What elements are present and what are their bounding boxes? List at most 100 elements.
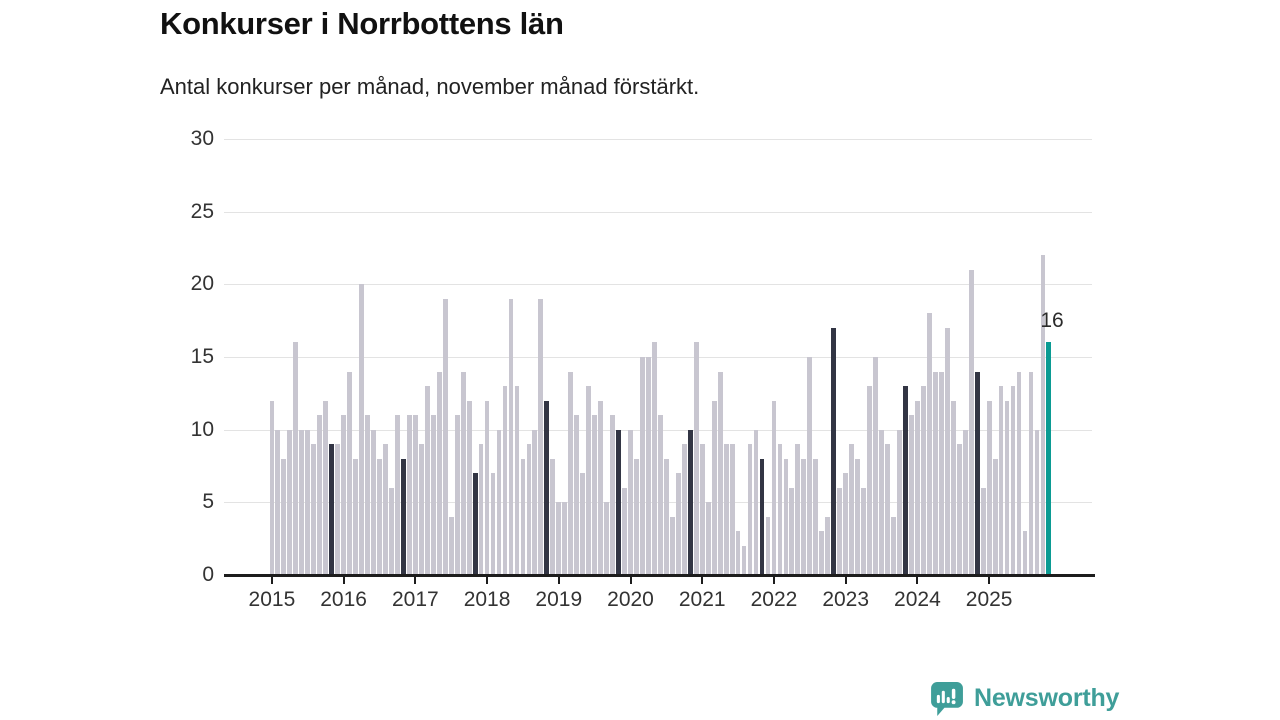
y-axis-tick-label: 0 (202, 563, 214, 586)
bar-2016-02 (347, 371, 352, 575)
bar-2015-06 (299, 429, 305, 575)
x-axis-year-label: 2024 (894, 588, 941, 611)
bar-2020-07 (663, 458, 669, 575)
bar-2016-03 (353, 458, 358, 575)
bar-2023-01 (843, 473, 849, 575)
bar-2016-05 (365, 415, 370, 575)
bar-2015-08 (311, 444, 317, 575)
bar-2020-08 (669, 516, 675, 575)
bar-2022-02 (777, 444, 783, 575)
bar-2018-10 (538, 298, 544, 575)
bar-2024-10 (968, 269, 974, 575)
x-axis-year-label: 2023 (822, 588, 870, 611)
bar-2020-11 (687, 429, 693, 575)
bar-2025-08 (1028, 371, 1034, 575)
bar-2019-07 (592, 415, 598, 575)
x-axis-line (224, 574, 1095, 577)
bar-2019-03 (568, 371, 574, 575)
x-axis-year-label: 2019 (535, 588, 583, 611)
bar-2025-04 (1004, 400, 1010, 575)
bar-2019-09 (604, 502, 609, 575)
bar-2015-02 (275, 429, 281, 575)
bar-2015-03 (281, 458, 287, 575)
bar-2024-05 (938, 371, 944, 575)
bar-2023-03 (855, 458, 861, 575)
bar-2022-01 (771, 400, 777, 575)
bar-2020-04 (646, 357, 651, 575)
bar-2017-12 (478, 444, 484, 575)
bar-2025-11 (1046, 342, 1052, 575)
bar-2024-11 (974, 371, 980, 575)
y-axis-tick-label: 5 (202, 490, 214, 514)
bar-2016-11 (400, 458, 406, 575)
bar-2022-09 (819, 531, 825, 575)
bar-2019-01 (556, 502, 562, 575)
bar-2025-07 (1022, 531, 1028, 575)
bar-2016-06 (371, 429, 376, 575)
x-axis-tick-2015 (270, 576, 273, 584)
bar-2024-06 (944, 327, 950, 575)
bar-2015-04 (287, 429, 293, 575)
bar-2025-10 (1040, 255, 1046, 575)
bar-2018-01 (484, 400, 490, 575)
bar-2018-04 (502, 386, 508, 575)
bar-2022-08 (813, 458, 819, 575)
bar-2019-06 (586, 386, 592, 575)
bar-2020-12 (693, 342, 699, 575)
bar-2023-05 (867, 386, 872, 575)
bar-2023-10 (897, 429, 902, 575)
bar-2016-07 (377, 458, 382, 575)
x-axis-tick-2023 (844, 576, 847, 584)
bar-2019-08 (598, 400, 604, 575)
chart-title: Konkurser i Norrbottens län (160, 6, 564, 41)
newsworthy-bubble-chart-icon (931, 682, 963, 716)
bar-2021-02 (705, 502, 711, 575)
bar-2020-03 (640, 357, 645, 575)
bar-2018-12 (550, 458, 556, 575)
bar-2018-11 (544, 400, 550, 575)
x-axis-tick-2017 (414, 576, 417, 584)
bar-2018-03 (496, 429, 502, 575)
bar-2024-04 (932, 371, 938, 575)
bar-2016-04 (359, 284, 364, 575)
chart-subtitle: Antal konkurser per månad, november måna… (160, 74, 700, 99)
bar-2015-01 (269, 400, 275, 575)
x-axis-tick-2024 (916, 576, 919, 584)
bar-2017-08 (454, 415, 460, 575)
bar-2021-12 (765, 516, 771, 575)
x-axis-year-label: 2020 (607, 588, 654, 611)
bar-2021-09 (747, 444, 753, 575)
bar-2017-02 (418, 444, 424, 575)
bar-2021-11 (759, 458, 765, 575)
gridline-y-15 (224, 357, 1092, 358)
newsworthy-logo-text: Newsworthy (974, 684, 1120, 712)
x-axis-year-label: 2025 (965, 588, 1013, 611)
x-axis-tick-2019 (557, 576, 560, 584)
y-axis-tick-label: 15 (190, 345, 214, 368)
bar-2017-03 (424, 386, 430, 575)
x-axis-year-label: 2021 (678, 588, 726, 611)
bar-2019-12 (622, 487, 627, 575)
bar-2016-10 (395, 415, 400, 575)
bar-2018-09 (532, 429, 538, 575)
gridline-y-20 (224, 284, 1092, 286)
bar-2023-12 (909, 415, 914, 575)
bar-2017-10 (466, 400, 472, 575)
bar-2025-09 (1034, 429, 1040, 575)
bar-2015-07 (305, 429, 311, 575)
bar-2017-05 (436, 371, 442, 575)
bar-2020-02 (634, 458, 639, 575)
bar-2024-09 (962, 429, 968, 575)
x-axis-year-label: 2022 (750, 588, 798, 611)
bar-2021-01 (699, 444, 705, 575)
bar-2015-09 (317, 415, 323, 575)
bar-2019-04 (574, 415, 580, 575)
bar-2017-01 (412, 415, 418, 575)
bar-2020-05 (652, 342, 657, 575)
x-axis-year-label: 2017 (391, 588, 439, 611)
bar-2022-10 (825, 516, 831, 575)
bar-2022-07 (807, 357, 813, 575)
bar-2018-05 (508, 298, 514, 575)
gridline-y-30 (224, 139, 1092, 140)
x-axis-tick-2025 (988, 576, 991, 584)
